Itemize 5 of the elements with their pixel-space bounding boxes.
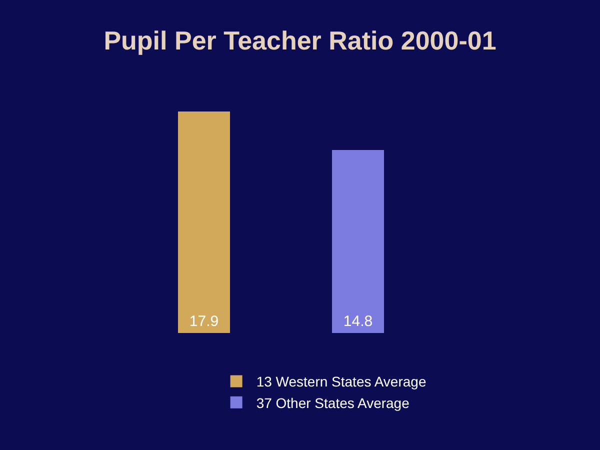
chart-title: Pupil Per Teacher Ratio 2000-01 — [104, 26, 496, 56]
legend-label: 37 Other States Average — [256, 394, 410, 411]
legend-label: 13 Western States Average — [256, 374, 426, 390]
data-label: 17.9 — [189, 313, 219, 330]
data-label: 14.8 — [343, 313, 373, 330]
